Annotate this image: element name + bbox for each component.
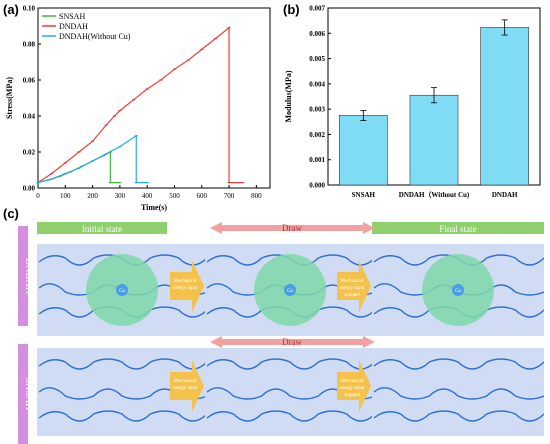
polymer-chain [373, 358, 545, 370]
energy-arrow [170, 360, 204, 412]
x-tick-label: DNDAH [492, 191, 518, 199]
row-label-dndah-bar [18, 226, 28, 326]
legend-label: DNDAH [59, 22, 88, 31]
panel-label-b: (b) [283, 2, 300, 17]
energy-arrow-label: Mechanical [173, 279, 197, 284]
energy-arrow-label: energy input [339, 286, 365, 291]
energy-arrow-label: Mechanical [340, 279, 364, 284]
copper-center [116, 284, 128, 296]
x-tick-label: DNDAH（Without Cu) [399, 191, 470, 199]
polymer-chain [38, 358, 208, 370]
energy-arrow [170, 260, 204, 312]
state-bar-initial [37, 222, 167, 234]
copper-center [284, 284, 296, 296]
y-tick-label: 0.005 [309, 55, 325, 63]
copper-label: Cu [287, 289, 293, 294]
legend-label: DNDAH(Without Cu) [59, 32, 131, 41]
bar [480, 27, 529, 186]
y-tick-label: 0.04 [23, 113, 36, 121]
y-tick-label: 0.08 [23, 41, 36, 49]
draw-arrow-bottom [210, 336, 375, 348]
bar [339, 115, 388, 186]
legend-label: SNSAH [59, 12, 85, 21]
draw-arrow-bottom-label: Draw [282, 337, 302, 347]
x-tick-label: 800 [251, 192, 262, 200]
bar [409, 94, 459, 186]
x-tick-label: 700 [224, 192, 235, 200]
y-tick-label: 0.02 [23, 149, 36, 157]
copper-label: Cu [119, 289, 125, 294]
x-tick-label: 0 [36, 192, 40, 200]
energy-arrow [337, 260, 371, 312]
y-tick-label: 0.003 [309, 106, 325, 114]
state-label-final: Final state [439, 224, 476, 234]
series-line-0 [37, 151, 120, 184]
polymer-chain [206, 358, 376, 370]
x-tick-label: SNSAH [352, 191, 376, 199]
modulus-bar-chart: 0.000 0.001 0.002 0.003 0.004 0.005 0.006 0.007… [284, 5, 541, 199]
state-bar-final [372, 222, 544, 234]
energy-arrow-label: Mechanical [340, 379, 364, 384]
panel-label-c: (c) [3, 206, 19, 221]
x-tick-label: 400 [142, 192, 153, 200]
y-tick-label: 0.10 [23, 5, 36, 13]
row-label-dndah: DNDAH [23, 258, 34, 294]
y-tick-label: 0.001 [309, 156, 325, 164]
series-line-2 [37, 134, 148, 184]
copper-center [452, 284, 464, 296]
y-tick-label: 0.002 [309, 131, 325, 139]
x-tick-label: 200 [87, 192, 98, 200]
energy-arrow-label: energy input [172, 286, 198, 291]
energy-arrow-label: Mechanical [173, 379, 197, 384]
polymer-chain [373, 410, 545, 422]
row-label-snsah-bar [18, 344, 28, 444]
series-line-1 [37, 26, 243, 184]
x-tick-label: 100 [60, 192, 71, 200]
energy-arrow-label: energy input [339, 386, 365, 391]
plot-frame [37, 7, 271, 189]
x-tick-label: 500 [169, 192, 180, 200]
copper-label: Cu [455, 289, 461, 294]
y-tick-label: 0.004 [309, 80, 325, 88]
state-label-initial: Initial state [82, 224, 122, 234]
draw-arrow-top [210, 222, 375, 234]
y-tick-label: 0.00 [23, 185, 36, 193]
energy-arrow-label: stopped [344, 293, 360, 298]
y-tick-label: 0.007 [309, 5, 325, 13]
x-tick-label: 300 [115, 192, 126, 200]
energy-arrow [337, 360, 371, 412]
stress-time-chart: 0 100 200 300 400 500 600 700 800 0.00 0.02 0.04 0.0… [5, 5, 271, 212]
y-tick-label: 0.06 [23, 77, 36, 85]
panel-label-a: (a) [3, 2, 19, 17]
draw-arrow-top-label: Draw [282, 223, 302, 233]
row-label-snsah: SNSAH [23, 378, 34, 411]
schematic-diagram: DNDAH SNSAH Initial state Final state Draw Dr… [18, 222, 545, 444]
y-axis-label: Modulus(MPa) [284, 70, 293, 122]
y-axis-label: Stress(MPa) [5, 77, 14, 119]
polymer-chain [373, 387, 545, 400]
energy-arrow-label: stopped [344, 393, 360, 398]
x-tick-label: 600 [197, 192, 208, 200]
y-tick-label: 0.000 [309, 182, 325, 190]
polymer-chain [206, 410, 376, 422]
polymer-chain [38, 410, 208, 422]
energy-arrow-label: energy input [172, 386, 198, 391]
y-tick-label: 0.006 [309, 30, 325, 38]
x-axis-label: Time(s) [141, 203, 167, 212]
